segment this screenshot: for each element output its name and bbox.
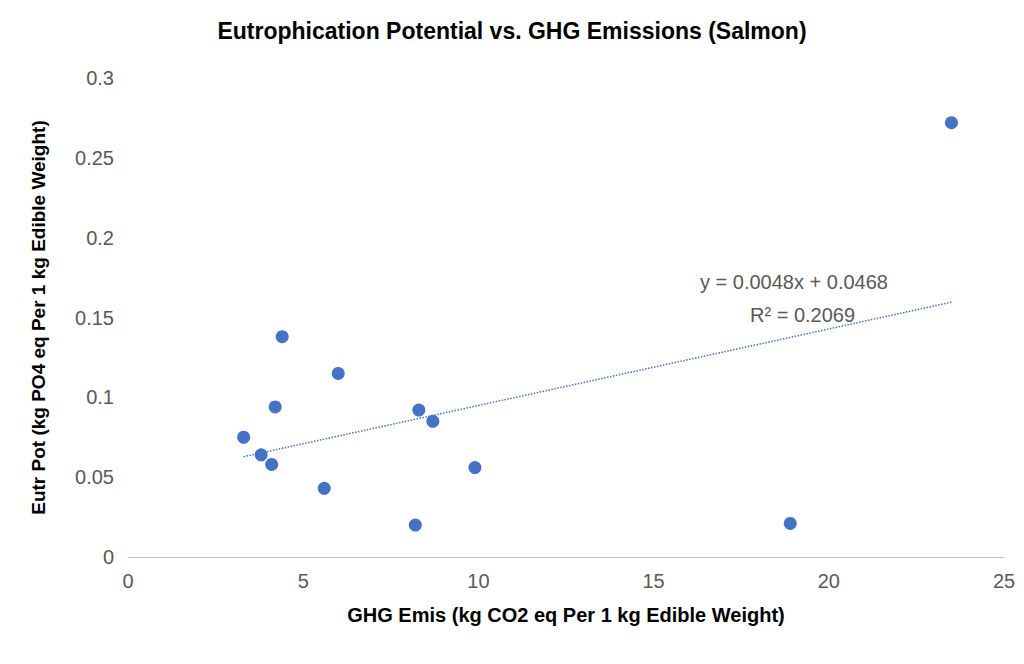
svg-text:0: 0	[122, 570, 133, 592]
svg-text:0.25: 0.25	[75, 147, 114, 169]
svg-text:0.2: 0.2	[86, 227, 114, 249]
svg-text:15: 15	[642, 570, 664, 592]
svg-text:0.1: 0.1	[86, 386, 114, 408]
svg-text:GHG Emis (kg CO2 eq Per 1 kg E: GHG Emis (kg CO2 eq Per 1 kg Edible Weig…	[347, 604, 785, 626]
svg-text:R² = 0.2069: R² = 0.2069	[750, 304, 855, 326]
svg-text:5: 5	[298, 570, 309, 592]
svg-text:10: 10	[467, 570, 489, 592]
svg-text:0: 0	[103, 546, 114, 568]
svg-text:20: 20	[818, 570, 840, 592]
svg-text:0.3: 0.3	[86, 67, 114, 89]
svg-text:25: 25	[993, 570, 1015, 592]
svg-text:y = 0.0048x + 0.0468: y = 0.0048x + 0.0468	[700, 271, 888, 293]
svg-text:0.15: 0.15	[75, 307, 114, 329]
svg-text:0.05: 0.05	[75, 466, 114, 488]
svg-text:Eutrophication Potential vs. G: Eutrophication Potential vs. GHG Emissio…	[217, 18, 806, 44]
svg-text:Eutr Pot (kg PO4 eq Per 1 kg E: Eutr Pot (kg PO4 eq Per 1 kg Edible Weig…	[28, 120, 49, 515]
